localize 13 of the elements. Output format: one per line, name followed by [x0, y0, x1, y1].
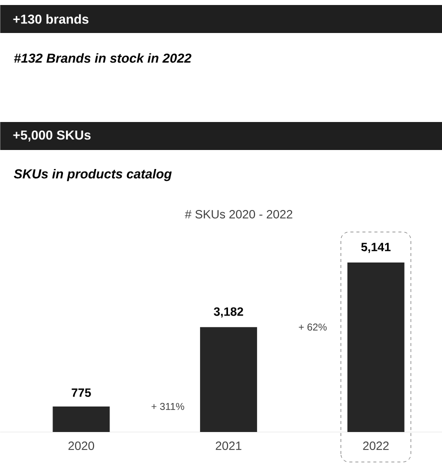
annotation: + 311% — [151, 402, 184, 410]
chart-title: # SKUs 2020 - 2022 — [184, 210, 292, 218]
data-label: 775 — [72, 388, 91, 397]
x-tick-label: 2021 — [216, 442, 242, 450]
x-tick-label: 2022 — [362, 442, 388, 450]
annotation: + 62% — [298, 324, 326, 331]
text: +5,000 SKUs — [13, 130, 90, 142]
text: +130 brands — [13, 14, 88, 24]
data-label: 5,141 — [361, 242, 390, 253]
text: #132 Brands in stock in 2022 — [14, 53, 192, 63]
data-label: 3,182 — [214, 307, 243, 318]
x-tick-label: 2020 — [68, 442, 94, 450]
text: SKUs in products catalog — [14, 168, 172, 182]
